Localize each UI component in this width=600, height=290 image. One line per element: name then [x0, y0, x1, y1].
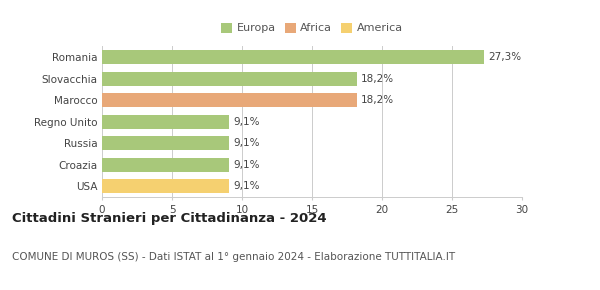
Bar — [102, 115, 229, 129]
Bar — [102, 158, 229, 172]
Text: COMUNE DI MUROS (SS) - Dati ISTAT al 1° gennaio 2024 - Elaborazione TUTTITALIA.I: COMUNE DI MUROS (SS) - Dati ISTAT al 1° … — [12, 252, 455, 262]
Text: 18,2%: 18,2% — [361, 74, 394, 84]
Text: 27,3%: 27,3% — [488, 52, 521, 62]
Bar — [102, 180, 229, 193]
Bar — [102, 93, 357, 107]
Text: 18,2%: 18,2% — [361, 95, 394, 105]
Text: 9,1%: 9,1% — [233, 160, 260, 170]
Text: Cittadini Stranieri per Cittadinanza - 2024: Cittadini Stranieri per Cittadinanza - 2… — [12, 212, 326, 225]
Bar — [102, 136, 229, 150]
Text: 9,1%: 9,1% — [233, 117, 260, 127]
Bar — [102, 50, 484, 64]
Text: 9,1%: 9,1% — [233, 138, 260, 148]
Text: 9,1%: 9,1% — [233, 182, 260, 191]
Bar — [102, 72, 357, 86]
Legend: Europa, Africa, America: Europa, Africa, America — [217, 18, 407, 38]
